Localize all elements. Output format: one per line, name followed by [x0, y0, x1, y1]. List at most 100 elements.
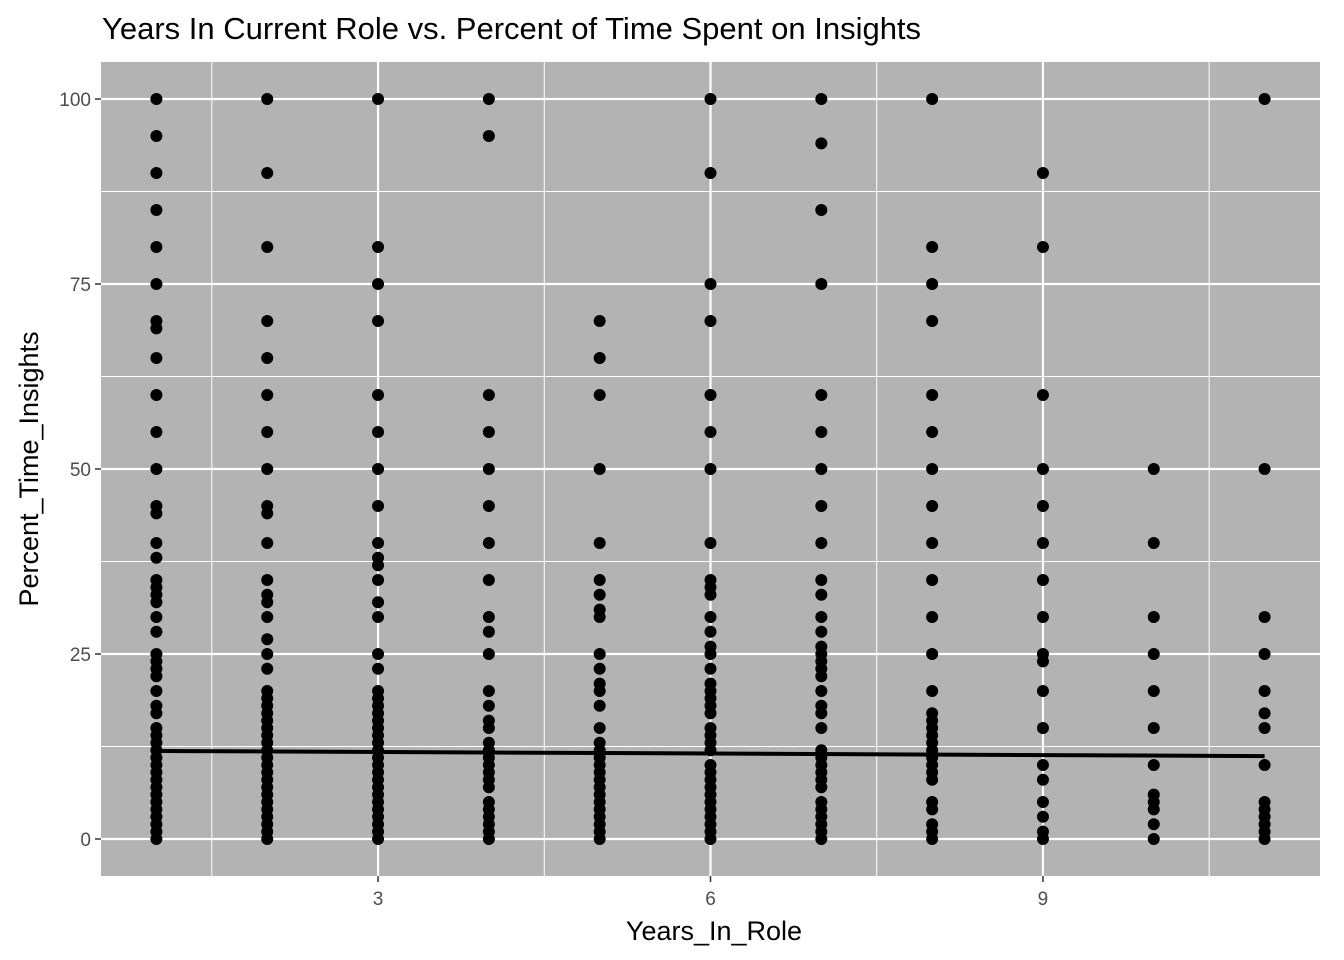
data-point	[1258, 833, 1271, 845]
data-point	[1036, 167, 1049, 179]
data-point	[926, 93, 939, 105]
trend-line-group	[156, 748, 1265, 759]
data-point	[372, 596, 385, 609]
data-point	[1258, 93, 1271, 105]
data-point	[261, 463, 274, 475]
data-point	[1147, 833, 1160, 845]
x-axis-title: Years_In_Role	[626, 916, 802, 946]
data-point	[150, 204, 163, 216]
data-point	[815, 611, 828, 623]
chart-title: Years In Current Role vs. Percent of Tim…	[102, 11, 921, 46]
data-point	[1147, 722, 1160, 734]
data-point	[150, 707, 163, 720]
data-point	[926, 773, 939, 786]
x-axis-ticks: 3 6 9	[373, 876, 1048, 910]
data-point	[704, 833, 717, 845]
data-point	[704, 537, 717, 549]
x-tick-label: 6	[705, 889, 716, 910]
data-point	[1147, 648, 1160, 660]
data-point	[704, 625, 717, 638]
data-point	[261, 426, 274, 438]
data-point	[1147, 759, 1160, 771]
data-point	[150, 241, 163, 253]
data-point	[926, 315, 939, 327]
data-point	[1147, 463, 1160, 475]
data-point	[926, 389, 939, 401]
data-point	[926, 833, 939, 845]
y-tick-label: 25	[70, 645, 91, 666]
data-point	[372, 389, 385, 401]
data-point	[815, 93, 828, 105]
data-point	[815, 625, 828, 638]
data-point	[1036, 463, 1049, 475]
data-point	[261, 574, 274, 586]
data-point	[593, 352, 606, 364]
data-point	[593, 588, 606, 601]
data-point	[150, 685, 163, 697]
data-point	[1036, 810, 1049, 823]
data-point	[261, 167, 274, 179]
data-point	[1036, 500, 1049, 512]
data-point	[815, 204, 828, 216]
data-point	[926, 278, 939, 290]
data-point	[150, 130, 163, 142]
data-point	[1147, 537, 1160, 549]
data-point	[1258, 707, 1271, 720]
data-point	[1147, 685, 1160, 697]
data-point	[1036, 759, 1049, 771]
data-point	[261, 315, 274, 327]
data-point	[593, 574, 606, 586]
y-axis-title: Percent_Time_Insights	[14, 331, 44, 606]
data-point	[593, 833, 606, 845]
data-point	[261, 611, 274, 623]
data-point	[150, 426, 163, 438]
data-point	[815, 685, 828, 697]
x-tick-label: 3	[373, 889, 384, 910]
data-point	[1036, 537, 1049, 549]
data-point	[1036, 685, 1049, 697]
data-point	[1036, 574, 1049, 586]
data-point	[150, 463, 163, 475]
data-point	[815, 833, 828, 845]
data-point	[1147, 611, 1160, 623]
data-point	[261, 93, 274, 105]
y-tick-label: 75	[70, 275, 91, 296]
data-point	[926, 241, 939, 253]
data-point	[372, 611, 385, 623]
data-point	[261, 537, 274, 549]
data-point	[704, 662, 717, 675]
data-point	[593, 463, 606, 475]
data-point	[926, 500, 939, 512]
data-point	[926, 685, 939, 697]
data-point	[1147, 803, 1160, 816]
data-point	[704, 389, 717, 401]
data-point	[372, 463, 385, 475]
data-point	[1036, 241, 1049, 253]
data-point	[704, 588, 717, 601]
data-point	[593, 685, 606, 697]
data-point	[372, 278, 385, 290]
data-point	[150, 596, 163, 609]
data-point	[704, 648, 717, 660]
data-point	[815, 781, 828, 794]
data-point	[1036, 389, 1049, 401]
data-point	[1258, 722, 1271, 734]
data-point	[150, 322, 163, 335]
data-point	[261, 389, 274, 401]
data-point	[261, 633, 274, 646]
data-point	[1036, 655, 1049, 668]
data-point	[261, 662, 274, 675]
data-point	[1258, 463, 1271, 475]
data-point	[704, 463, 717, 475]
y-tick-label: 100	[59, 90, 91, 111]
data-point	[815, 137, 828, 150]
data-point	[150, 670, 163, 683]
data-point	[704, 167, 717, 179]
data-point	[150, 537, 163, 549]
data-point	[704, 93, 717, 105]
data-point	[815, 588, 828, 601]
data-point	[815, 463, 828, 475]
data-point	[372, 426, 385, 438]
data-point	[372, 662, 385, 675]
data-point	[261, 833, 274, 845]
